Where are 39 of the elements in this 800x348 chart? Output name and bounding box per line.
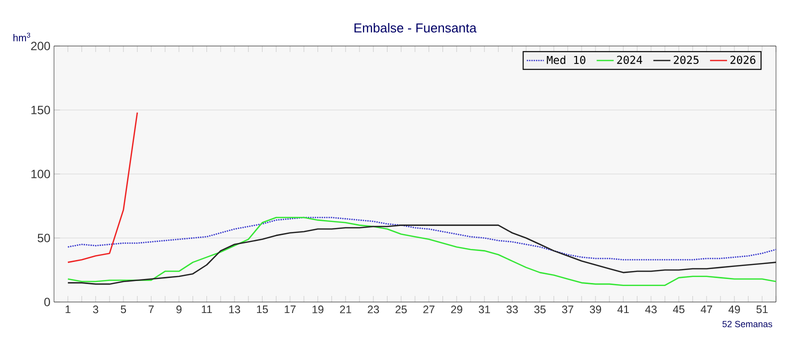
x-tick-label: 23 — [368, 306, 379, 314]
x-tick-label: 49 — [728, 306, 740, 314]
x-tick-label: 39 — [590, 306, 602, 314]
x-tick-label: 33 — [506, 306, 518, 314]
legend-label: 2025 — [674, 56, 699, 64]
y-tick-label: 150 — [31, 106, 50, 114]
x-tick-label: 41 — [617, 306, 629, 314]
x-tick-label: 25 — [396, 306, 407, 314]
x-tick-label: 21 — [340, 306, 352, 314]
x-tick-label: 9 — [176, 306, 182, 314]
x-tick-label: 29 — [451, 306, 462, 314]
x-tick-label: 3 — [93, 306, 98, 314]
x-tick-label: 27 — [423, 306, 434, 314]
legend-label: Med 10 — [546, 56, 586, 64]
line-series — [67, 112, 138, 263]
legend-label: 2026 — [730, 56, 756, 64]
x-tick-label: 15 — [257, 306, 268, 314]
y-tick-label: 100 — [31, 170, 50, 178]
y-tick-label: 200 — [31, 42, 50, 50]
x-tick-label: 19 — [312, 306, 324, 314]
x-tick-label: 35 — [534, 306, 546, 314]
x-tick-label: 13 — [229, 306, 240, 314]
y-axis-title: hm$^{3}$ — [13, 32, 30, 42]
chart-title: Embalse - Fuensanta — [354, 22, 477, 32]
x-axis-title: 52 Semanas — [722, 320, 772, 328]
x-tick-label: 5 — [120, 306, 126, 314]
x-tick-label: 51 — [756, 306, 768, 314]
x-tick-label: 31 — [478, 306, 490, 314]
x-tick-label: 45 — [672, 306, 684, 314]
x-tick-label: 37 — [562, 306, 574, 314]
x-tick-label: 11 — [202, 306, 212, 314]
x-tick-label: 7 — [148, 306, 154, 314]
y-tick-label: 50 — [38, 234, 50, 242]
y-tick-label: 0 — [44, 298, 50, 306]
legend-label: 2024 — [617, 56, 642, 64]
x-tick-label: 43 — [645, 306, 657, 314]
x-tick-label: 17 — [284, 306, 296, 314]
x-tick-label: 47 — [700, 306, 712, 314]
x-tick-label: 1 — [66, 306, 70, 314]
